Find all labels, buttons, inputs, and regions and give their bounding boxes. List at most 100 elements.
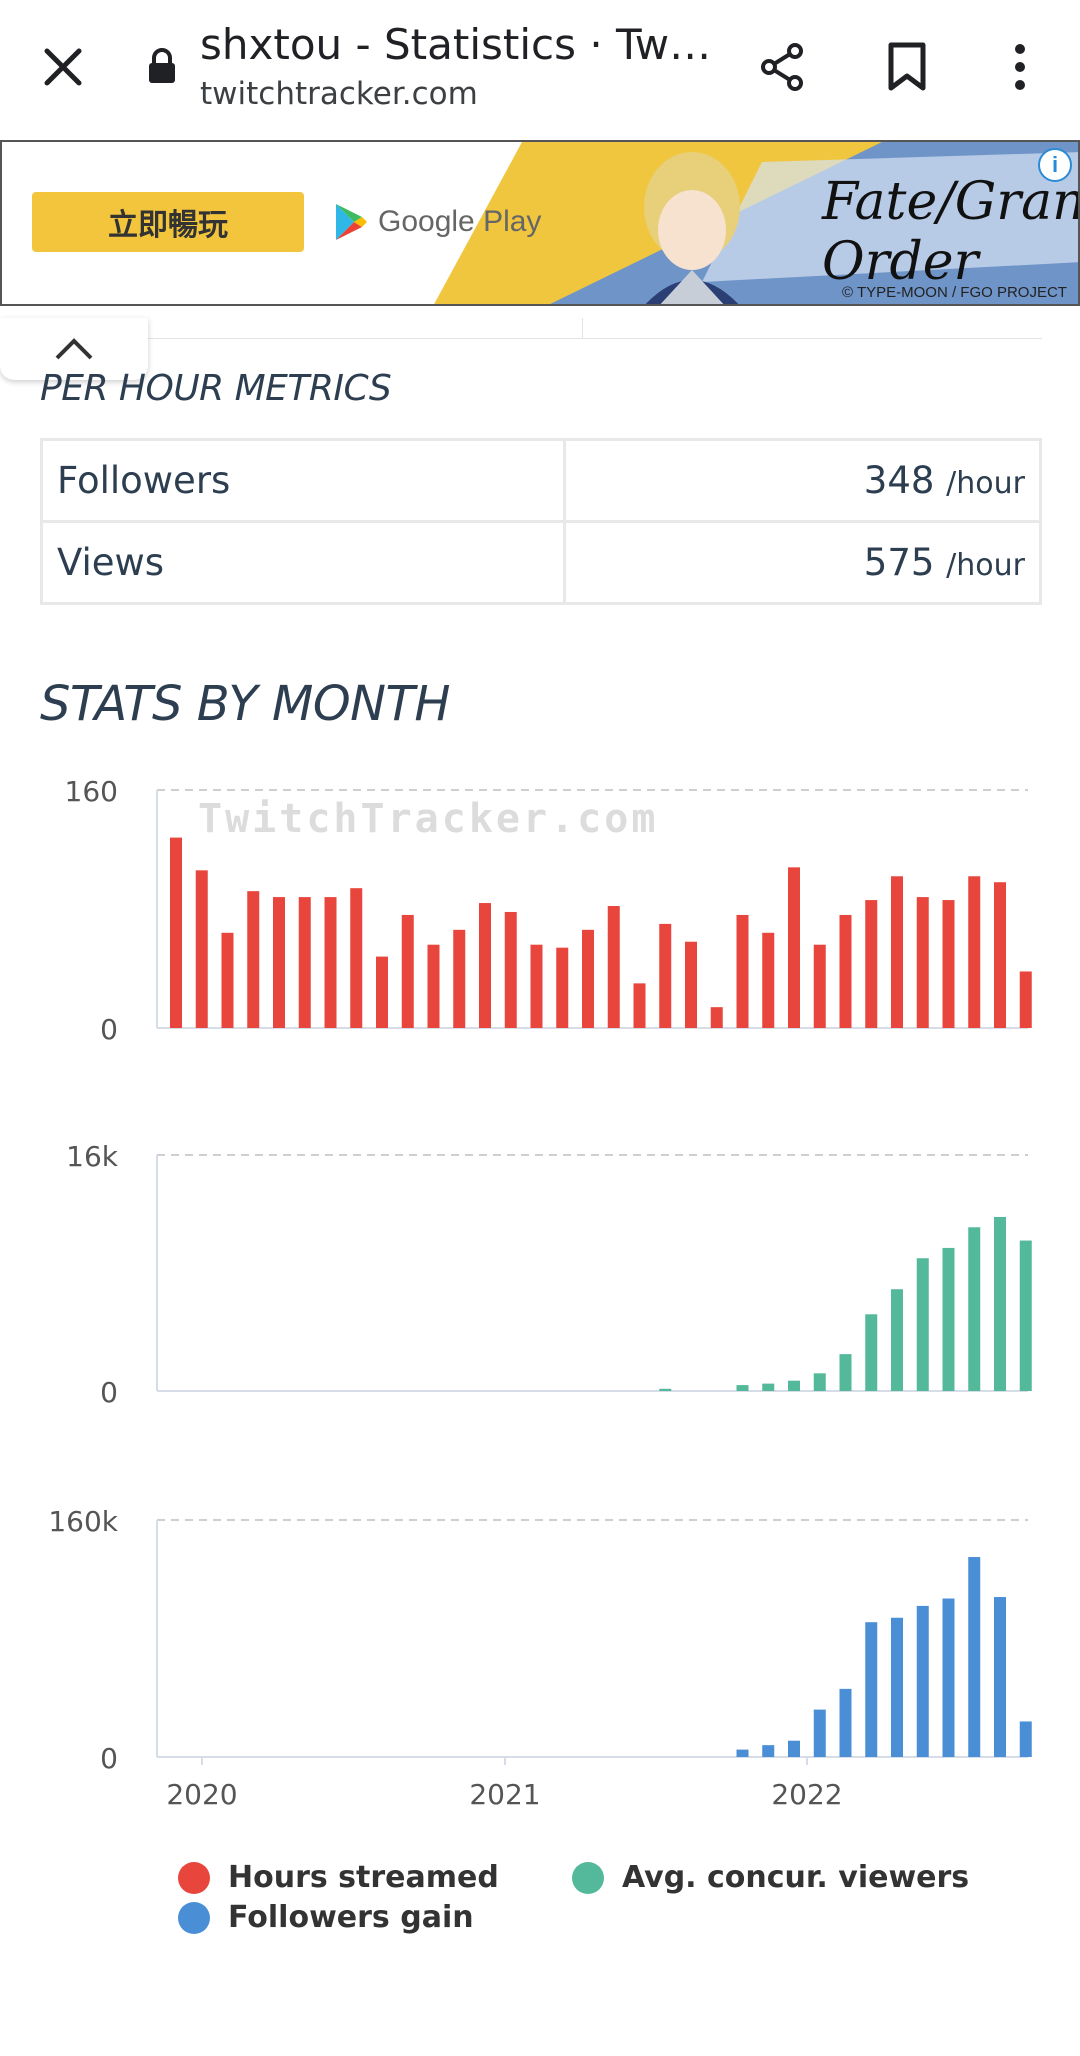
- per-hour-table: Followers 348 /hour Views 575 /hour: [40, 438, 1042, 605]
- ad-artwork: [434, 142, 1078, 304]
- legend-item-viewers[interactable]: Avg. concur. viewers: [572, 1860, 969, 1895]
- y-tick-label: 160k: [48, 1505, 118, 1538]
- google-play-icon: [336, 204, 367, 240]
- browser-toolbar: shxtou - Statistics · Twitc… twitchtrack…: [0, 0, 1080, 138]
- y-tick-label: 0: [100, 1742, 118, 1775]
- metric-value: 575 /hour: [563, 520, 1042, 605]
- page-url[interactable]: twitchtracker.com: [200, 76, 478, 112]
- chart-bar: [839, 1688, 852, 1757]
- x-tick-label: 2020: [166, 1778, 237, 1811]
- chart-bar: [994, 1216, 1006, 1391]
- chart-bar: [736, 914, 749, 1028]
- chart-bar: [710, 1007, 723, 1028]
- lock-icon: [142, 46, 182, 86]
- legend-label: Hours streamed: [228, 1860, 499, 1895]
- chart-bar: [736, 1385, 749, 1391]
- chevron-up-icon: [55, 338, 93, 360]
- chart-bar: [298, 897, 311, 1028]
- chart-bar: [350, 888, 363, 1028]
- chart-bar: [685, 941, 697, 1028]
- chart-bar: [530, 944, 543, 1028]
- legend-label: Followers gain: [228, 1900, 474, 1935]
- ad-copyright: © TYPE-MOON / FGO PROJECT: [842, 284, 1067, 301]
- metric-value: 348 /hour: [563, 438, 1042, 523]
- chart-bar: [994, 1597, 1006, 1757]
- chart-bar: [968, 1227, 981, 1391]
- legend-dot: [178, 1861, 210, 1894]
- legend-label: Avg. concur. viewers: [622, 1860, 970, 1895]
- chart-bar: [839, 914, 852, 1028]
- chart-bar: [376, 956, 388, 1028]
- chart-bar: [762, 1383, 775, 1391]
- x-tick-label: 2022: [771, 1778, 842, 1811]
- chart-bar: [942, 1598, 955, 1757]
- chart-bar: [1019, 1240, 1032, 1391]
- chart-bar: [607, 906, 620, 1028]
- metric-number: 348: [863, 459, 935, 502]
- chart-bar: [736, 1749, 749, 1757]
- chart-bar: [968, 876, 981, 1028]
- chart-bar: [195, 870, 208, 1028]
- chart-bar: [1019, 1721, 1032, 1757]
- x-tick-label: 2021: [469, 1778, 540, 1811]
- chart-bar: [247, 891, 260, 1028]
- collapse-ad-button[interactable]: [0, 318, 148, 380]
- legend-dot: [572, 1861, 604, 1894]
- chart-bar: [659, 1388, 672, 1391]
- chart-bar: [865, 1622, 878, 1757]
- google-play-badge[interactable]: Google Play: [334, 194, 541, 250]
- chart-bar: [453, 929, 466, 1028]
- ad-play-button[interactable]: 立即暢玩: [32, 192, 304, 252]
- legend-item-hours[interactable]: Hours streamed: [178, 1860, 499, 1895]
- legend-dot: [178, 1901, 210, 1934]
- chart-bar: [788, 1740, 800, 1757]
- more-options-icon[interactable]: [990, 34, 1050, 100]
- share-icon[interactable]: [750, 34, 816, 100]
- chart-bar: [659, 923, 672, 1028]
- y-tick-label: 16k: [66, 1140, 119, 1173]
- chart-bar: [762, 1745, 775, 1757]
- ad-banner[interactable]: 立即暢玩 Google Play Fate/Grand Order © TYPE…: [0, 140, 1080, 306]
- chart-bar: [762, 932, 775, 1028]
- chart-bar: [916, 1605, 929, 1757]
- stats-by-month-title: STATS BY MONTH: [40, 676, 450, 732]
- metric-number: 575: [863, 541, 935, 584]
- bookmark-icon[interactable]: [874, 34, 940, 100]
- chart-bar: [788, 1380, 800, 1391]
- close-icon[interactable]: [30, 34, 96, 100]
- previous-table-edge: [148, 318, 1042, 339]
- metric-label: Followers: [40, 438, 566, 523]
- chart-bar: [401, 914, 414, 1028]
- chart-bar: [813, 1373, 826, 1391]
- chart-bar: [994, 882, 1006, 1028]
- chart-bar: [865, 1314, 878, 1391]
- chart-bar: [813, 1709, 826, 1757]
- chart-bar: [221, 932, 234, 1028]
- chart-bar: [942, 900, 955, 1028]
- monthly-charts: 160 0 16k 0 160k 0 2020 2021 2022 TwitchTracker.c…: [48, 775, 1032, 1811]
- chart-bar: [170, 837, 182, 1028]
- legend-item-followers[interactable]: Followers gain: [178, 1900, 474, 1935]
- chart-bar: [813, 944, 826, 1028]
- per-hour-title: PER HOUR METRICS: [40, 368, 392, 409]
- chart-bar: [504, 911, 517, 1028]
- chart-bar: [633, 983, 646, 1028]
- chart-bar: [891, 1617, 903, 1757]
- chart-bar: [427, 944, 440, 1028]
- chart-bar: [891, 876, 903, 1028]
- chart-bar: [788, 867, 800, 1028]
- chart-bar: [865, 900, 878, 1028]
- y-tick-label: 0: [100, 1376, 118, 1409]
- table-row: Followers 348 /hour: [40, 438, 1042, 523]
- y-tick-label: 0: [100, 1013, 118, 1046]
- chart-bar: [968, 1557, 981, 1757]
- chart-bar: [916, 1258, 929, 1391]
- watermark: TwitchTracker.com: [198, 796, 658, 842]
- y-tick-label: 160: [65, 775, 118, 808]
- chart-bar: [916, 897, 929, 1028]
- metric-unit: /hour: [946, 466, 1025, 501]
- chart-bar: [479, 903, 491, 1028]
- ad-info-icon[interactable]: i: [1038, 148, 1072, 182]
- metric-label: Views: [40, 520, 566, 605]
- google-play-label: Google Play: [378, 205, 542, 238]
